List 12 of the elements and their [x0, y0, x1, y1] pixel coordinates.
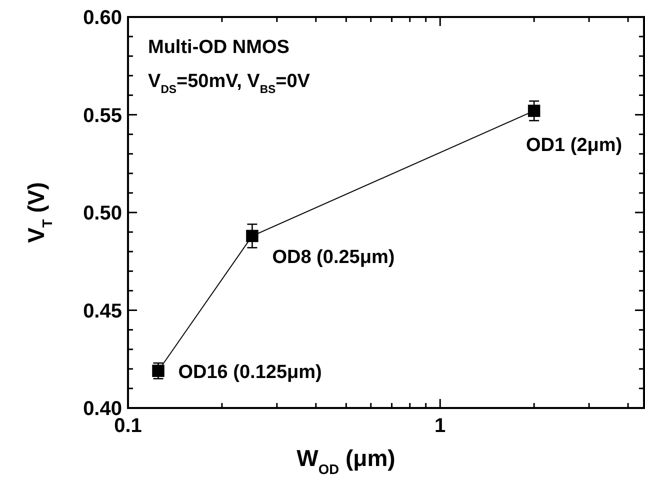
x-tick-label: 1 — [434, 415, 446, 437]
annotation: OD1 (2μm) — [526, 134, 622, 156]
annotation: V$_{DS}$=50mV, V$_{BS}$=0V — [148, 71, 310, 96]
y-tick-label: 0.60 — [83, 7, 122, 29]
y-tick-label: 0.50 — [83, 202, 122, 224]
x-tick-label: 0.1 — [114, 415, 142, 437]
annotation: Multi-OD NMOS — [148, 37, 290, 58]
annotation: OD16 (0.125μm) — [178, 362, 322, 383]
annotation: OD8 (0.25μm) — [272, 246, 395, 268]
y-tick-label: 0.45 — [83, 300, 122, 322]
y-tick-label: 0.55 — [83, 104, 122, 127]
x-axis-title: W$_{OD}$ (μm) — [296, 445, 396, 476]
